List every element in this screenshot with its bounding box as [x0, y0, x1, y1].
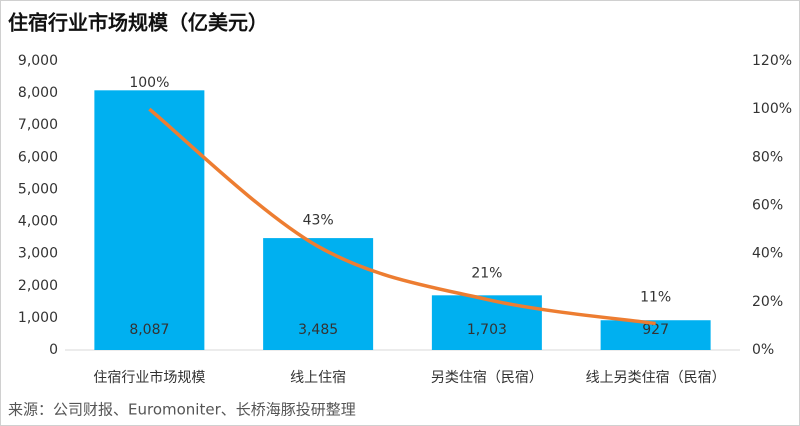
y-tick-label: 4,000: [18, 214, 58, 230]
y2-tick-label: 40%: [752, 246, 783, 262]
bar-value-label: 8,087: [129, 322, 169, 338]
bar: [263, 238, 374, 350]
bar-value-label: 927: [642, 322, 669, 338]
line: [148, 107, 656, 326]
y2-tick-label: 60%: [752, 198, 783, 214]
line-value-label: 100%: [129, 75, 169, 91]
line-value-label: 21%: [471, 265, 502, 281]
y2-tick-label: 100%: [752, 101, 792, 117]
y-tick-label: 6,000: [18, 149, 58, 165]
y-tick-label: 1,000: [18, 310, 58, 326]
line-value-label: 43%: [303, 212, 334, 228]
chart-title: 住宿行业市场规模（亿美元）: [8, 11, 268, 35]
y2-tick-label: 20%: [752, 294, 783, 310]
y2-tick-label: 0%: [752, 342, 774, 358]
x-tick-label: 住宿行业市场规模: [93, 369, 205, 386]
y-tick-label: 5,000: [18, 181, 58, 197]
bar: [431, 295, 542, 350]
y-tick-label: 8,000: [18, 85, 58, 101]
y2-tick-label: 80%: [752, 149, 783, 165]
bar: [600, 320, 711, 350]
line-value-label: 11%: [640, 290, 671, 306]
x-tick-label: 线上住宿: [290, 369, 346, 386]
y2-tick-label: 120%: [752, 53, 792, 69]
x-tick-label: 另类住宿（民宿）: [431, 369, 543, 386]
x-tick-label: 线上另类住宿（民宿）: [586, 369, 726, 386]
bar: [94, 90, 205, 350]
y-tick-label: 9,000: [18, 53, 58, 69]
y-tick-label: 0: [49, 342, 58, 358]
y-tick-label: 2,000: [18, 278, 58, 294]
bar-value-label: 3,485: [298, 322, 338, 338]
y-tick-label: 3,000: [18, 246, 58, 262]
source-note: 来源：公司财报、Euromoniter、长桥海豚投研整理: [8, 401, 356, 419]
y-tick-label: 7,000: [18, 117, 58, 133]
bar-value-label: 1,703: [467, 322, 507, 338]
